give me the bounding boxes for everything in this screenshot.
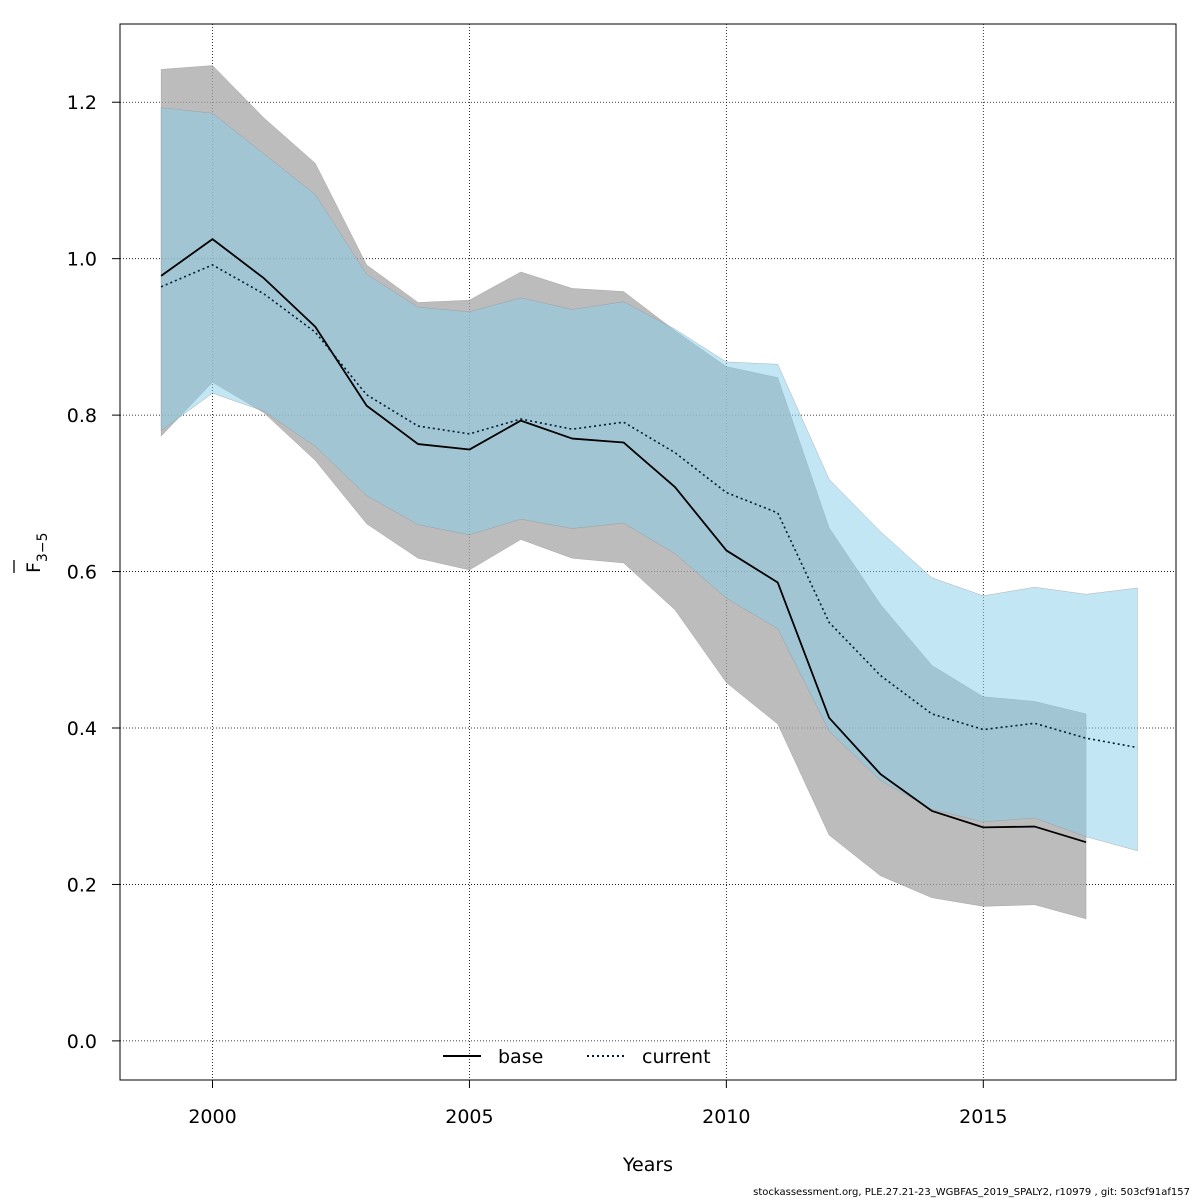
svg-text:F3−5: F3−5 <box>23 533 51 573</box>
legend: base current <box>443 1046 711 1068</box>
x-tick-label-2010: 2010 <box>702 1106 750 1128</box>
y-axis-title-sub: 3−5 <box>35 533 51 563</box>
series-lines <box>160 238 1138 844</box>
y-axis-title: F3−5 <box>13 533 51 573</box>
x-tick-label-2015: 2015 <box>959 1106 1007 1128</box>
x-axis: 2000 2005 2010 2015 <box>188 1080 1007 1128</box>
band-current <box>160 107 1138 852</box>
x-axis-title: Years <box>622 1154 673 1176</box>
y-axis-title-main: F <box>23 562 45 573</box>
x-tick-label-2005: 2005 <box>445 1106 493 1128</box>
plot-frame <box>119 23 1177 1081</box>
y-tick-label-5: 1.0 <box>67 249 97 271</box>
y-tick-label-3: 0.6 <box>67 562 97 584</box>
y-tick-label-0: 0.0 <box>67 1031 97 1053</box>
y-axis: 0.0 0.2 0.4 0.6 0.8 1.0 1.2 <box>67 92 120 1053</box>
y-tick-label-6: 1.2 <box>67 92 97 114</box>
confidence-bands <box>160 65 1138 920</box>
legend-current-label: current <box>642 1046 711 1068</box>
y-tick-label-4: 0.8 <box>67 405 97 427</box>
footer-credit: stockassessment.org, PLE.27.21-23_WGBFAS… <box>753 1187 1190 1198</box>
legend-base-label: base <box>498 1046 543 1068</box>
line-base <box>160 238 1087 844</box>
y-tick-label-2: 0.4 <box>67 718 97 740</box>
y-tick-label-1: 0.2 <box>67 874 97 896</box>
x-tick-label-2000: 2000 <box>188 1106 236 1128</box>
